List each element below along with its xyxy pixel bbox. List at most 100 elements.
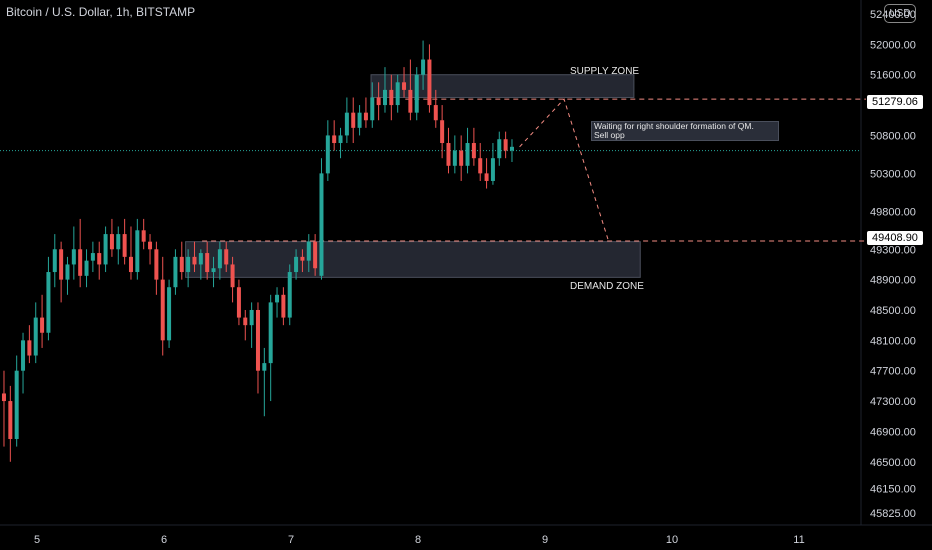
candle-body <box>179 256 184 273</box>
candle-body <box>167 287 172 341</box>
candle-body <box>46 272 51 333</box>
candle-body <box>211 268 216 273</box>
candle-body <box>160 279 165 341</box>
candle-body <box>503 139 508 151</box>
demand-zone-label: DEMAND ZONE <box>570 281 644 292</box>
candle-body <box>84 260 89 276</box>
candle-body <box>97 253 102 265</box>
candle-body <box>414 74 419 113</box>
x-tick-label: 8 <box>415 534 421 546</box>
candle-body <box>471 143 476 159</box>
y-tick-label: 52400.00 <box>870 9 916 21</box>
candle-body <box>325 135 330 174</box>
y-tick-label: 52000.00 <box>870 39 916 51</box>
candle-body <box>363 112 368 121</box>
candle-body <box>351 112 356 128</box>
demand-zone-box <box>185 241 641 278</box>
candle-body <box>122 234 127 257</box>
y-tick-label: 50800.00 <box>870 130 916 142</box>
candle-body <box>1 393 6 402</box>
candle-body <box>154 249 159 280</box>
y-tick-label: 46150.00 <box>870 483 916 495</box>
candle-body <box>281 294 286 318</box>
candle-body <box>255 309 260 371</box>
candle-body <box>421 59 426 75</box>
candle-body <box>173 256 178 288</box>
candle-body <box>408 89 413 113</box>
candle-body <box>71 249 76 265</box>
candle-body <box>459 150 464 166</box>
candle-body <box>205 253 210 273</box>
candle-body <box>21 340 26 371</box>
x-tick-label: 11 <box>793 534 804 546</box>
y-tick-label: 49300.00 <box>870 244 916 256</box>
x-tick-label: 9 <box>542 534 548 546</box>
supply-zone-box <box>370 74 635 98</box>
candle-body <box>249 309 254 326</box>
candle-body <box>332 135 337 144</box>
y-tick-label: 48500.00 <box>870 305 916 317</box>
candle-body <box>300 256 305 261</box>
candle-body <box>224 249 229 265</box>
candle-body <box>217 249 222 269</box>
candle-body <box>230 264 235 288</box>
candle-body <box>376 97 381 106</box>
y-tick-label: 49800.00 <box>870 206 916 218</box>
y-tick-label: 46500.00 <box>870 457 916 469</box>
candle-body <box>198 253 203 265</box>
candle-body <box>52 249 57 273</box>
candle-body <box>40 317 45 333</box>
x-tick-label: 6 <box>161 534 167 546</box>
candle-body <box>465 143 470 166</box>
candle-body <box>319 173 324 276</box>
candle-body <box>294 256 299 273</box>
candle-body <box>141 230 146 242</box>
candle-body <box>33 317 38 356</box>
candle-body <box>357 112 362 128</box>
candle-body <box>370 97 375 121</box>
candle-body <box>382 89 387 106</box>
candle-body <box>262 363 267 371</box>
candle-body <box>395 82 400 106</box>
x-tick-label: 10 <box>666 534 678 546</box>
candle-body <box>344 112 349 136</box>
resistance-price-flag: 51279.06 <box>867 95 923 109</box>
candle-body <box>128 256 133 273</box>
y-tick-label: 48100.00 <box>870 335 916 347</box>
currency-badge[interactable]: USD <box>884 4 916 23</box>
y-tick-label: 48900.00 <box>870 275 916 287</box>
candle-body <box>59 249 64 280</box>
trade-note: Waiting for right shoulder formation of … <box>591 121 779 141</box>
candle-body <box>497 139 502 159</box>
candle-body <box>478 158 483 174</box>
y-tick-label: 46900.00 <box>870 426 916 438</box>
candle-body <box>446 143 451 166</box>
candle-body <box>287 272 292 318</box>
projection-path <box>519 98 609 242</box>
candle-body <box>338 135 343 144</box>
x-tick-label: 5 <box>34 534 40 546</box>
candle-body <box>484 173 489 181</box>
candle-body <box>509 146 514 151</box>
candle-body <box>109 234 114 250</box>
candle-body <box>313 241 318 269</box>
candle-body <box>243 317 248 326</box>
support-price-flag: 49408.90 <box>867 231 923 245</box>
y-tick-label: 51600.00 <box>870 70 916 82</box>
candle-body <box>8 401 13 440</box>
candle-body <box>452 150 457 166</box>
candle-body <box>192 256 197 265</box>
candle-body <box>402 82 407 90</box>
chart-title: Bitcoin / U.S. Dollar, 1h, BITSTAMP <box>6 5 196 19</box>
candle-body <box>65 264 70 280</box>
x-tick-label: 7 <box>288 534 294 546</box>
supply-zone-label: SUPPLY ZONE <box>570 66 640 77</box>
candle-body <box>433 105 438 121</box>
candle-body <box>306 241 311 261</box>
candle-body <box>78 249 83 276</box>
candle-body <box>135 230 140 273</box>
y-tick-label: 47300.00 <box>870 396 916 408</box>
candle-body <box>427 59 432 106</box>
candle-body <box>490 158 495 181</box>
